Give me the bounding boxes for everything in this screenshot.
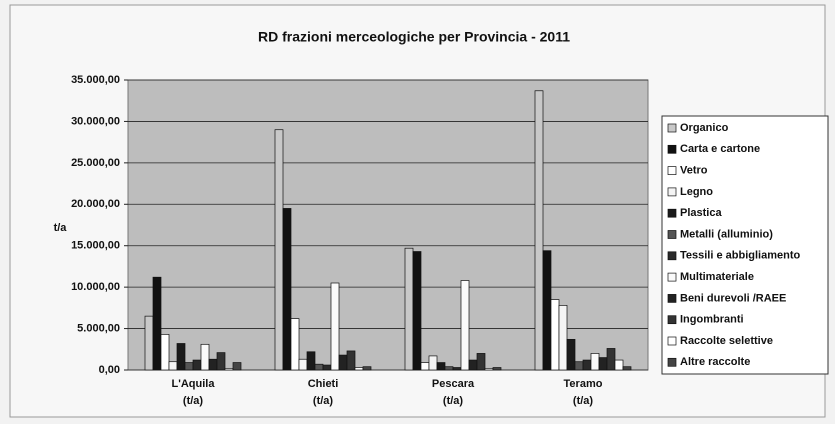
bar [184,362,194,371]
bar [208,358,218,371]
bar [274,129,284,371]
bar [558,305,568,371]
bar [606,348,616,371]
legend-label: Raccolte selettive [680,335,773,347]
bar [322,364,332,371]
y-tick-label: 10.000,00 [71,281,120,293]
legend-box [661,115,829,375]
x-tick-label: Teramo (t/a) [563,378,603,407]
chart-title: RD frazioni merceologiche per Provincia … [258,29,570,45]
bar [152,276,162,371]
legend-swatch [667,208,677,218]
bar [436,362,446,371]
legend-swatch [667,166,677,175]
x-tick-label: Chieti (t/a) [307,378,339,407]
bar [542,250,552,371]
legend-swatch [667,357,677,367]
bar [176,343,186,371]
legend-swatch [667,294,677,303]
bar [484,367,494,371]
bar [200,343,210,371]
legend-swatch [667,336,677,346]
y-tick-label: 5.000,00 [77,322,120,334]
bar [412,251,422,371]
bar [224,367,234,371]
legend-label: Multimateriale [680,271,754,283]
bar [330,282,340,371]
legend-label: Organico [680,122,729,134]
bar [428,355,438,371]
bar [460,280,470,371]
bar [468,359,478,371]
bar [298,358,308,371]
y-tick-label: 35.000,00 [71,74,120,86]
bar [346,350,356,371]
x-tick-label: Pescara (t/a) [431,378,475,407]
bar [590,353,600,371]
y-axis-label: t/a [54,222,68,234]
bar [168,361,178,371]
legend-label: Carta e cartone [680,143,760,155]
legend-label: Beni durevoli /RAEE [680,292,786,304]
legend-label: Altre raccolte [680,356,750,368]
bar [160,334,170,371]
legend-label: Tessili e abbigliamento [680,250,800,262]
bar [338,354,348,371]
bar [566,338,576,371]
legend-swatch [667,123,677,133]
bar [192,359,202,371]
y-tick-label: 15.000,00 [71,240,120,252]
legend-label: Legno [680,186,713,198]
bar [306,351,316,371]
y-tick-label: 30.000,00 [71,115,120,127]
bar [550,299,560,371]
bar [354,367,364,371]
legend-swatch [667,187,677,197]
legend-label: Vetro [680,165,708,177]
bar [404,247,414,371]
bar [476,353,486,371]
legend-swatch [667,272,677,282]
bar [492,367,502,371]
bar [144,315,154,371]
bar [314,363,324,371]
legend-swatch [667,144,677,154]
bar [574,361,584,371]
bar [622,366,632,371]
bar [420,362,430,371]
bar [444,366,454,371]
bar [290,318,300,371]
legend-label: Ingombranti [680,314,744,326]
bar [216,352,226,371]
bar [362,366,372,371]
bar [534,90,544,371]
legend-label: Plastica [680,207,722,219]
legend-label: Metalli (alluminio) [680,228,773,240]
y-tick-label: 25.000,00 [71,157,120,169]
bar [614,359,624,371]
bar [232,362,242,371]
y-tick-label: 0,00 [99,364,120,376]
bar [282,208,292,371]
bar [582,359,592,371]
legend-swatch [667,251,677,261]
y-tick-label: 20.000,00 [71,198,120,210]
bar [598,357,608,371]
bar [452,367,462,371]
legend-swatch [667,230,677,239]
plot-area [127,79,649,371]
legend-swatch [667,315,677,325]
x-tick-label: L'Aquila (t/a) [171,378,215,407]
